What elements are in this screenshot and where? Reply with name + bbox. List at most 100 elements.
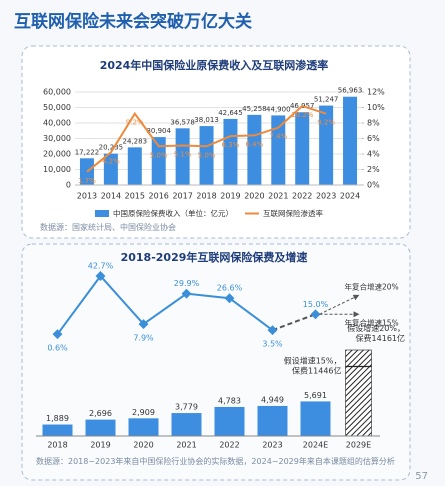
bar: [175, 128, 190, 185]
x-tick-label: 2022: [219, 441, 239, 450]
growth-label: 26.6%: [217, 284, 243, 293]
bar-value-label: 2,696: [89, 409, 112, 418]
y2-tick-label: 8%: [367, 119, 380, 128]
bar-value-label: 20,235: [99, 144, 124, 152]
bar-value-label: 45,258: [242, 105, 267, 113]
y2-tick-label: 2%: [367, 165, 380, 174]
growth-label: 29.9%: [174, 279, 200, 288]
growth-label: 7.9%: [133, 334, 154, 343]
bar: [42, 424, 73, 436]
growth-line: [56, 274, 274, 335]
bar: [151, 137, 166, 185]
y-tick-label: 30,000: [43, 134, 71, 143]
x-tick-label: 2016: [149, 192, 169, 201]
x-tick-label: 2021: [268, 192, 288, 201]
bar: [257, 405, 288, 436]
x-tick-label: 2020: [133, 441, 153, 450]
bar: [103, 153, 118, 185]
x-tick-label: 2014: [101, 192, 121, 201]
bar-value-label: 17,222: [75, 148, 100, 156]
bar: [171, 413, 202, 436]
bar-value-label: 42,645: [218, 109, 243, 117]
bar-value-label: 38,013: [194, 116, 219, 124]
y2-tick-label: 12%: [367, 88, 385, 97]
bar-value-label: 3,779: [175, 403, 198, 412]
bar: [199, 126, 214, 185]
line-value-label: 5.0%: [198, 151, 216, 159]
bar: [127, 147, 142, 185]
growth-label: 0.6%: [47, 344, 68, 353]
x-tick-label: 2015: [125, 192, 145, 201]
x-tick-label: 2013: [77, 192, 97, 201]
bar: [214, 406, 245, 436]
line: [86, 104, 327, 173]
line-value-label: 10.2%: [291, 111, 314, 119]
source-note: 数据源：国家统计局、中国保险业协会: [40, 223, 176, 232]
y2-tick-label: 0%: [367, 181, 380, 190]
bar-value-label: 5,691: [304, 391, 327, 400]
y-tick-label: 10,000: [43, 165, 71, 174]
legend-label: 中国原保险保费收入（单位：亿元）: [113, 208, 233, 218]
y2-tick-label: 4%: [367, 150, 380, 159]
x-tick-label: 2017: [172, 192, 192, 201]
line-value-label: 5.0%: [150, 151, 168, 159]
chart-title: 2024年中国保险业原保费收入及互联网渗透率: [100, 58, 329, 72]
x-tick-label: 2018: [196, 192, 216, 201]
bar-value-label: 4,949: [261, 395, 284, 404]
bar: [85, 419, 116, 436]
bar-value-label: 51,247: [314, 96, 339, 104]
y2-tick-label: 6%: [367, 134, 380, 143]
growth-label: 15.0%: [303, 300, 329, 309]
bar-value-label: 1,889: [46, 414, 69, 423]
growth-label: 3.5%: [262, 340, 283, 349]
source-note: 数据源：2018−2023年来自中国保险行业协会的实际数据，2024−2029年…: [36, 457, 395, 466]
growth-point: [138, 319, 149, 330]
line-value-label: 6.4%: [245, 140, 263, 148]
x-tick-label: 2024: [340, 192, 360, 201]
line-value-label: 1.7%: [78, 177, 96, 185]
legend-label: 互联网保险渗透率: [263, 208, 323, 218]
x-tick-label: 2024E: [303, 441, 328, 450]
bar-value-label: 56,963: [338, 87, 363, 95]
projection-label: 假设增速15%，保费11446亿: [284, 355, 342, 375]
projection-label: 假设增速20%，保费14161亿: [347, 323, 405, 343]
y-tick-label: 50,000: [43, 103, 71, 112]
y-tick-label: 20,000: [43, 150, 71, 159]
line-value-label: 6.3%: [222, 141, 240, 149]
line-value-label: 7.4%: [269, 133, 287, 141]
bar: [271, 115, 286, 185]
line-value-label: 9.2%: [317, 119, 335, 127]
growth-point: [267, 325, 278, 336]
bar-value-label: 4,783: [218, 396, 241, 405]
x-tick-label: 2019: [90, 441, 110, 450]
bar-value-label: 36,578: [170, 118, 195, 126]
line-value-label: 4.2%: [102, 157, 120, 165]
line-value-label: 5.1%: [174, 150, 192, 158]
growth-point: [224, 293, 235, 304]
page-number: 57: [415, 471, 428, 482]
legend-swatch: [95, 210, 109, 217]
bar: [295, 112, 310, 185]
bar: [223, 118, 238, 185]
x-tick-label: 2022: [292, 192, 312, 201]
bar-value-label: 2,909: [132, 408, 155, 417]
bar-value-label: 44,900: [266, 105, 291, 113]
x-tick-label: 2021: [176, 441, 196, 450]
bar-value-label: 24,283: [123, 137, 148, 145]
bar: [319, 105, 334, 185]
x-tick-label: 2019: [220, 192, 240, 201]
x-tick-label: 2018: [47, 441, 67, 450]
chart-title: 2018-2029年互联网保险保费及增速: [121, 250, 308, 264]
bar: [247, 114, 262, 185]
page-title: 互联网保险未来会突破万亿大关: [14, 11, 252, 32]
y-tick-label: 60,000: [43, 88, 71, 97]
x-tick-label: 2023: [262, 441, 282, 450]
cagr-label: 年复合增速15%: [345, 317, 399, 327]
line-value-label: 9.2%: [126, 119, 144, 127]
y2-tick-label: 10%: [367, 103, 385, 112]
bar: [343, 96, 358, 185]
x-tick-label: 2023: [316, 192, 336, 201]
x-tick-label: 2029E: [346, 441, 371, 450]
